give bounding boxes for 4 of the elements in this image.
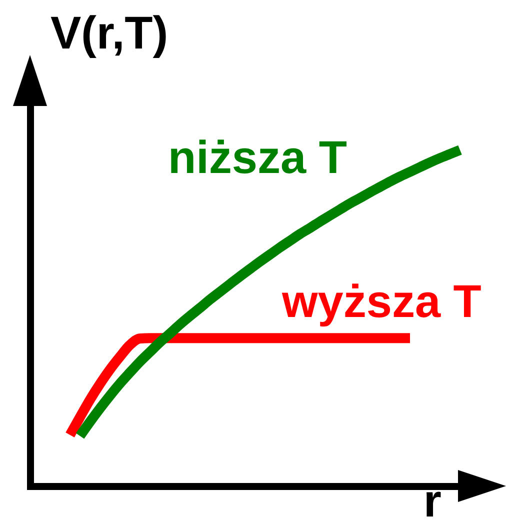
series-label: wyższa T bbox=[281, 275, 482, 327]
series-label: niższa T bbox=[168, 131, 347, 183]
x-axis-title: r bbox=[424, 474, 442, 523]
y-axis-title: V(r,T) bbox=[50, 6, 168, 58]
